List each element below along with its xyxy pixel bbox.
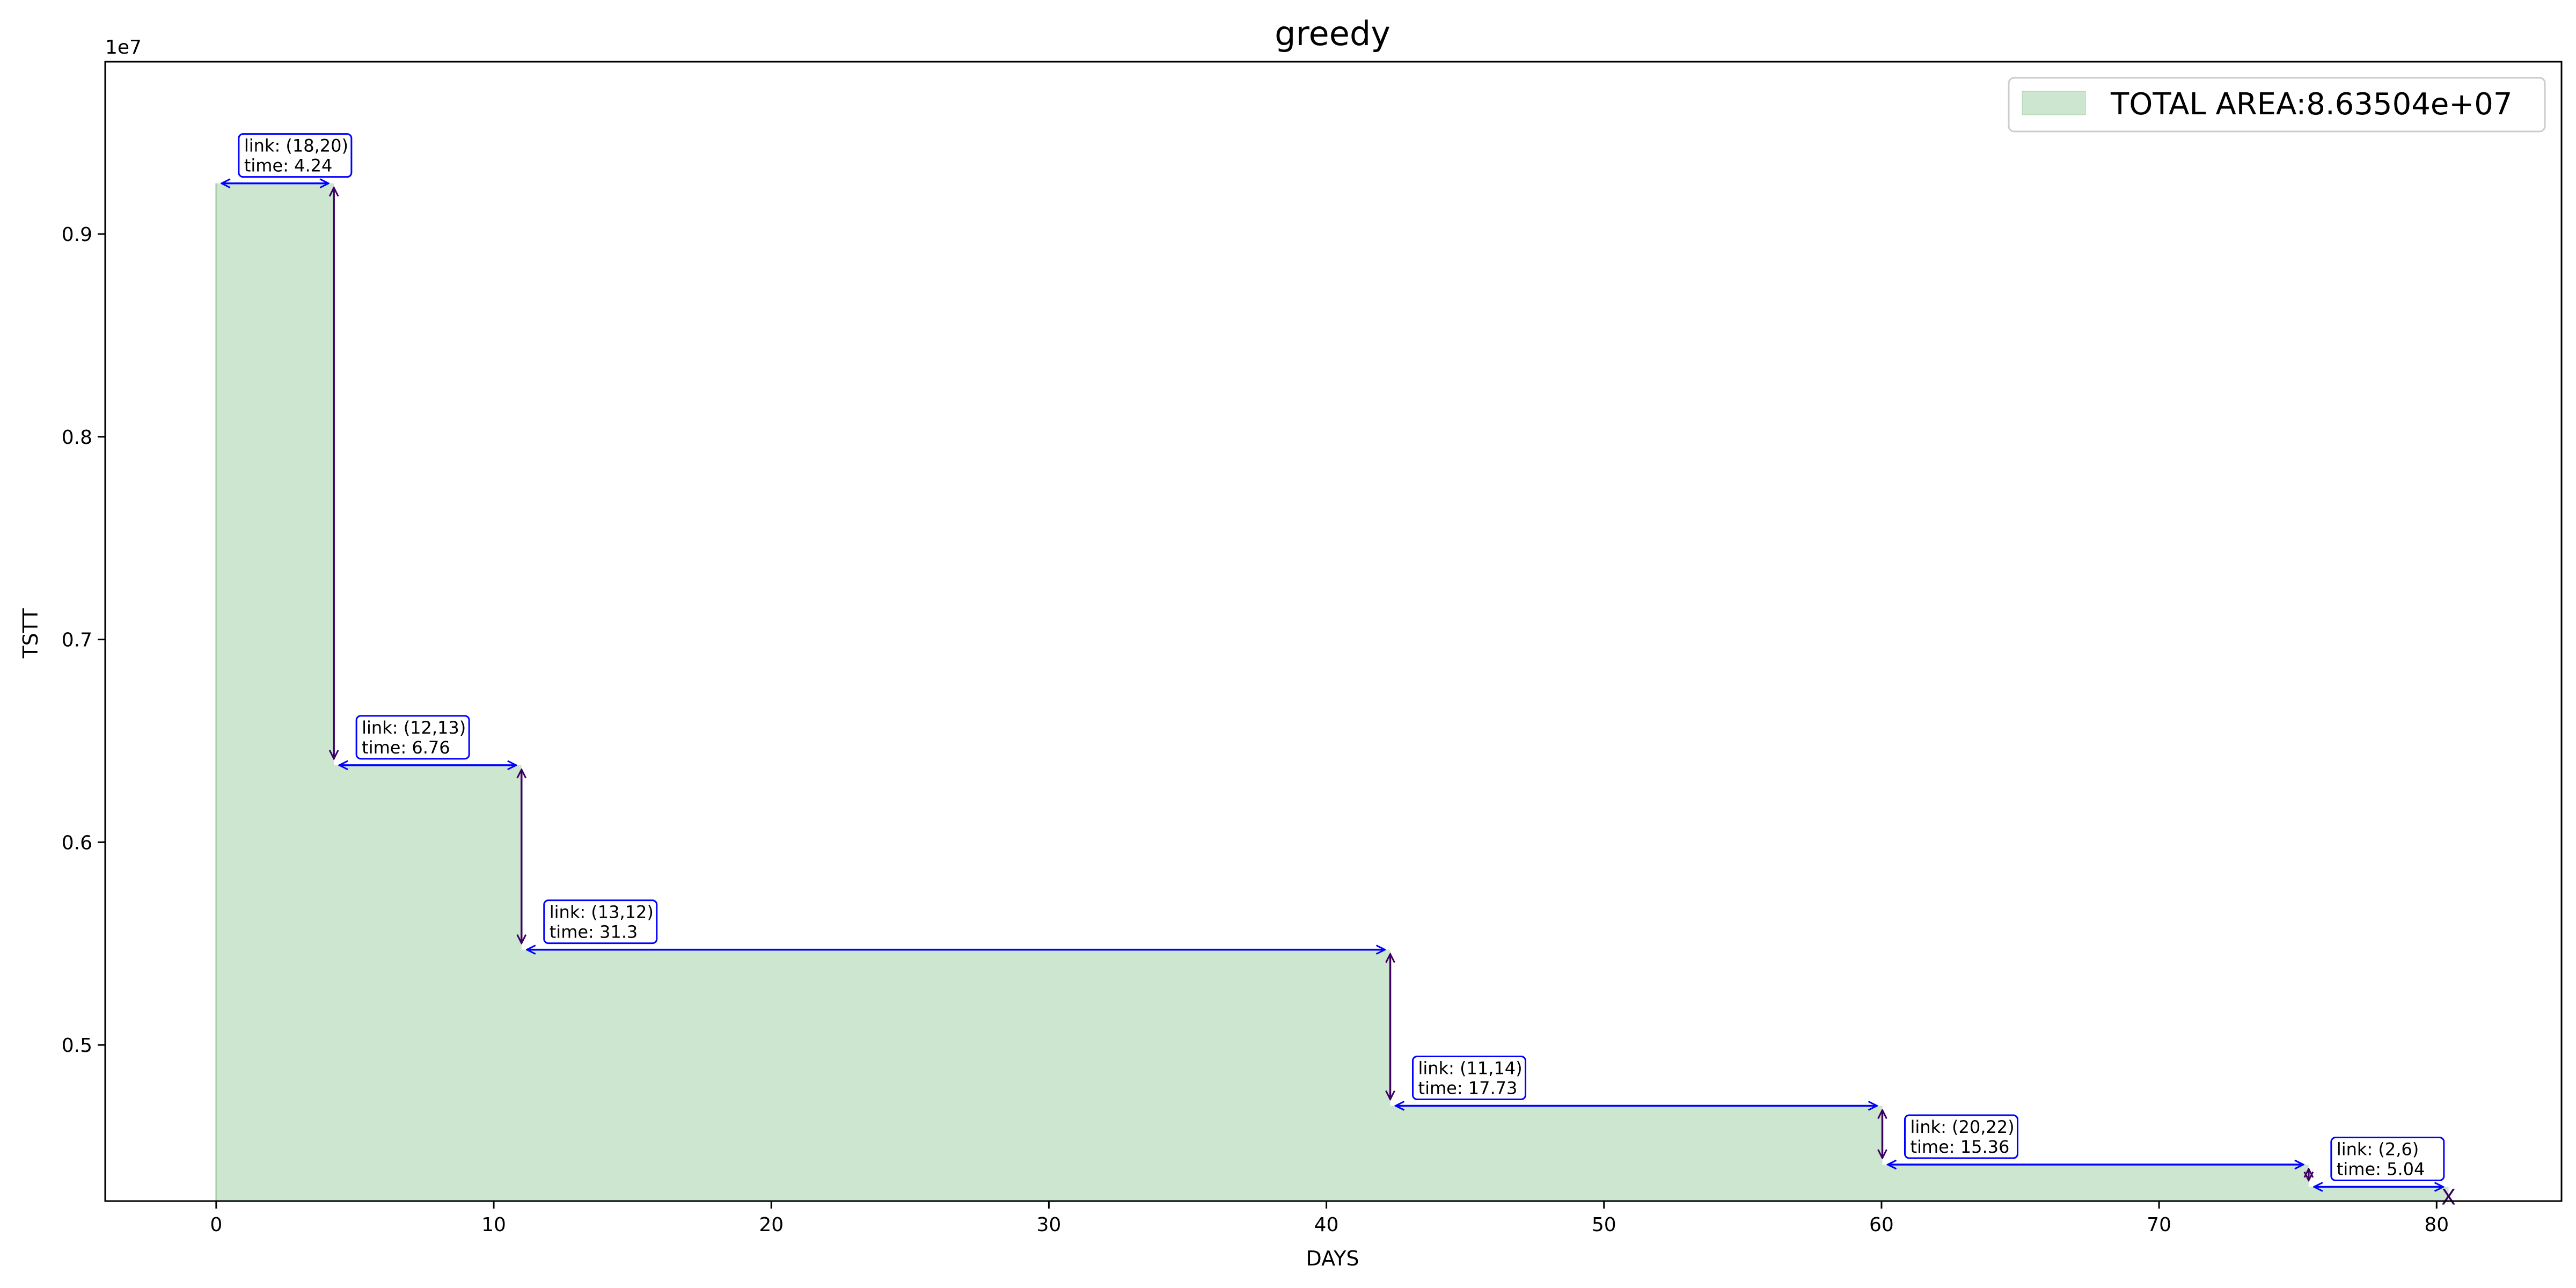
- annotation-box: [238, 133, 353, 178]
- legend-label: TOTAL AREA:8.63504e+07: [2110, 87, 2512, 122]
- y-tick-label: 0.7: [62, 630, 92, 652]
- x-tick-label: 60: [1869, 1214, 1894, 1236]
- annotation-link: link: (18,20): [244, 136, 348, 156]
- annotation-box: [543, 899, 658, 945]
- annotation-link: link: (20,22): [1910, 1117, 2014, 1137]
- annotation-link: link: (12,13): [362, 718, 466, 738]
- annotation-time: time: 5.04: [2337, 1159, 2425, 1180]
- annotation-time: time: 15.36: [1910, 1137, 2009, 1157]
- annotation-time: time: 17.73: [1418, 1078, 1518, 1098]
- y-tick-label: 0.6: [62, 832, 92, 854]
- annotation-link: link: (2,6): [2337, 1139, 2419, 1160]
- x-tick-label: 70: [2147, 1214, 2171, 1236]
- annotation-time: time: 4.24: [244, 156, 333, 176]
- legend: TOTAL AREA:8.63504e+07: [2008, 77, 2546, 133]
- plot-frame: [104, 61, 2563, 1202]
- total-area-fill: [216, 183, 2449, 1202]
- x-tick-label: 40: [1314, 1214, 1339, 1236]
- x-tick-label: 10: [481, 1214, 506, 1236]
- y-tick-label: 0.9: [62, 224, 92, 246]
- x-axis-label: DAYS: [1306, 1247, 1359, 1270]
- legend-swatch: [2022, 91, 2086, 115]
- annotation-link: link: (11,14): [1418, 1058, 1523, 1078]
- y-tick-label: 0.5: [62, 1035, 92, 1057]
- x-tick-label: 80: [2424, 1214, 2449, 1236]
- y-offset-label: 1e7: [105, 36, 142, 58]
- annotation-time: time: 6.76: [362, 737, 450, 758]
- x-tick-label: 30: [1036, 1214, 1061, 1236]
- annotation-box: [2330, 1137, 2445, 1182]
- annotation-time: time: 31.3: [550, 922, 638, 942]
- x-tick-label: 0: [210, 1214, 222, 1236]
- annotation-box: [355, 715, 470, 760]
- chart-title: greedy: [1275, 14, 1391, 53]
- end-marker: X: [2441, 1185, 2456, 1210]
- y-tick-label: 0.8: [62, 427, 92, 449]
- x-tick-label: 20: [759, 1214, 784, 1236]
- annotation-link: link: (13,12): [550, 902, 654, 923]
- x-tick-label: 50: [1592, 1214, 1616, 1236]
- annotation-box: [1412, 1055, 1527, 1100]
- legend-frame: [2008, 77, 2546, 133]
- y-axis-label: TSTT: [19, 608, 42, 659]
- annotation-box: [1904, 1114, 2018, 1159]
